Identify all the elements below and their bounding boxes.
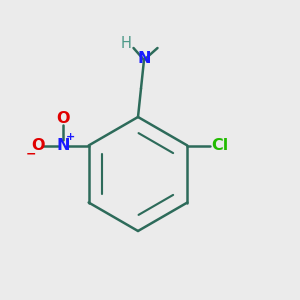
Text: O: O	[31, 138, 44, 153]
Text: −: −	[26, 147, 36, 161]
Text: N: N	[137, 51, 151, 66]
Text: H: H	[121, 36, 131, 51]
Text: Cl: Cl	[212, 138, 229, 153]
Text: N: N	[56, 138, 70, 153]
Text: +: +	[66, 132, 75, 142]
Text: O: O	[56, 111, 70, 126]
